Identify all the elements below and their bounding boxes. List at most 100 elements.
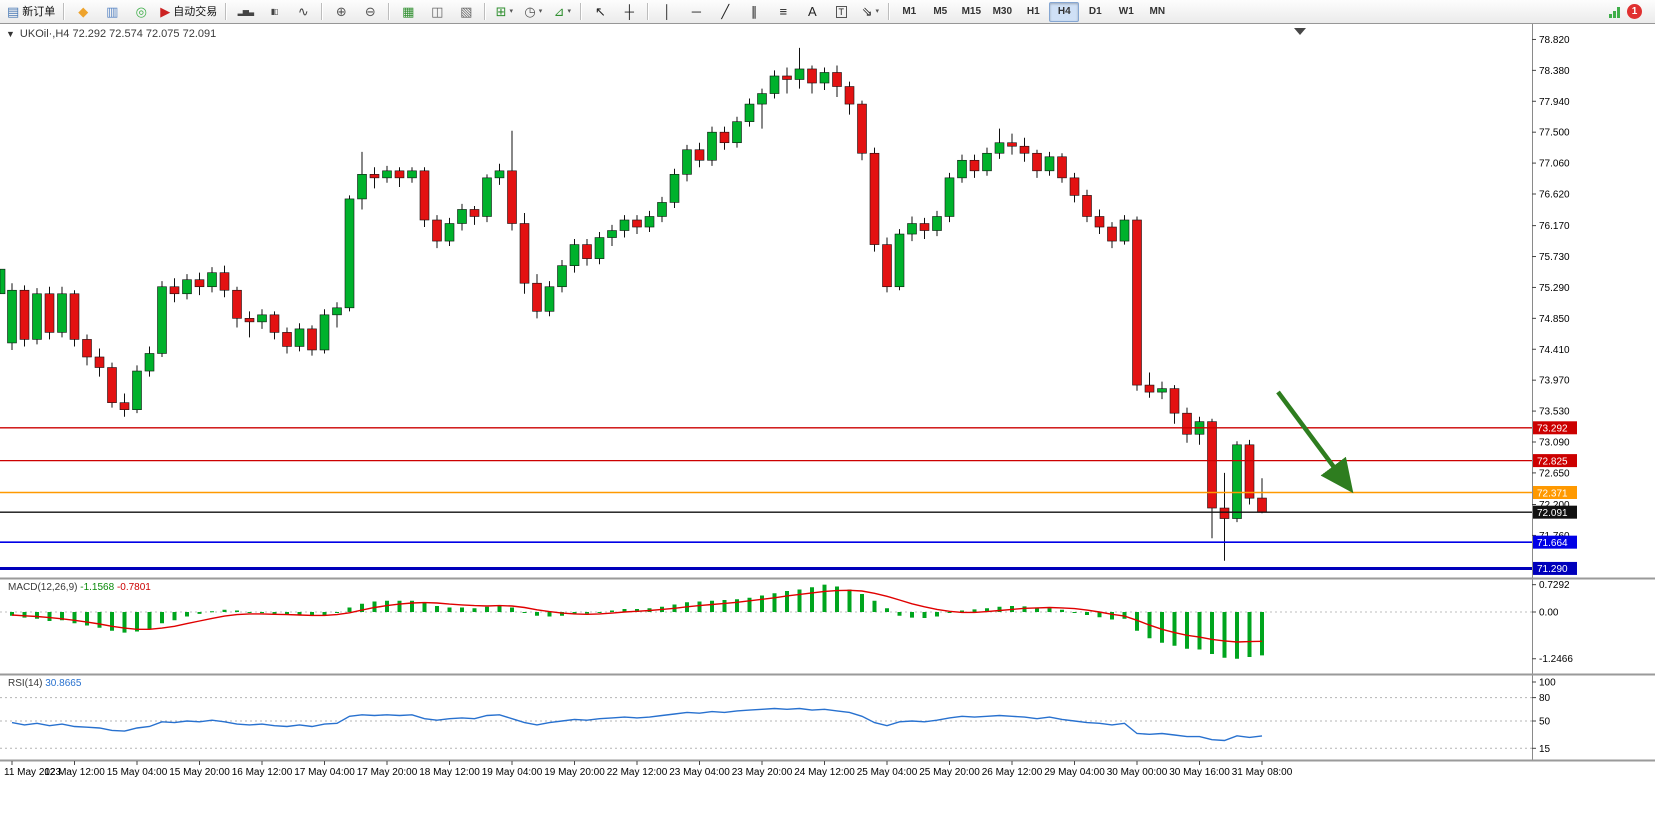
price-label-71.290: 71.290 [1533,561,1577,575]
svg-text:0.7292: 0.7292 [1539,580,1570,591]
svg-text:71.664: 71.664 [1537,538,1568,549]
timeframe-d1[interactable]: D1 [1088,6,1102,17]
new-order-button[interactable]: ▤ 新订单 [3,1,59,23]
cursor-icon: ↖ [594,3,606,19]
indicators-button[interactable]: ⊿ ▾ [548,1,576,23]
toolbar-separator [225,3,228,20]
trendline-button[interactable]: ╱ [711,1,739,23]
svg-text:78.380: 78.380 [1539,66,1570,77]
cascade-windows-icon: ▧ [460,3,473,19]
rsi-panel[interactable]: 100 80 50 15 [0,678,1556,755]
bar-chart-icon: ▂▅▃ [237,6,255,16]
arrows-button[interactable]: ⇘ ▾ [856,1,884,23]
svg-text:71.290: 71.290 [1537,564,1568,575]
strategy-tester-button[interactable]: ◎ [127,1,155,23]
toolbar-separator [484,3,487,20]
new-chart-button[interactable]: ⊞ ▾ [490,1,518,23]
horizontal-line-button[interactable]: ─ [682,1,710,23]
timeframe-w1[interactable]: W1 [1118,6,1134,17]
timeframe-h4[interactable]: H4 [1049,1,1080,22]
chart-shift-marker[interactable] [1294,28,1306,35]
chevron-down-icon: ▾ [509,7,513,15]
svg-text:22 May 12:00: 22 May 12:00 [607,767,668,778]
svg-text:19 May 04:00: 19 May 04:00 [482,767,543,778]
price-label-72.825: 72.825 [1533,454,1577,467]
toolbar-separator [321,3,324,20]
timeframe-h1[interactable]: H1 [1026,6,1040,17]
new-order-icon: ▤ [7,3,20,19]
one-click-trading-toggle[interactable]: ▼ [6,29,15,39]
candlestick-chart-button[interactable]: ▮▯ [260,1,288,23]
svg-text:72.091: 72.091 [1537,508,1568,519]
new-chart-icon: ⊞ [495,3,507,19]
timeframe-m30[interactable]: M30 [992,6,1013,17]
horizontal-price-lines[interactable]: 73.292 72.825 72.371 72.091 71.664 71.290 [0,421,1577,575]
toolbar-separator [63,3,66,20]
grid-icon: ▦ [402,3,415,19]
timeframe-m1[interactable]: M1 [902,6,917,17]
svg-text:77.060: 77.060 [1539,159,1570,170]
price-label-72.371: 72.371 [1533,485,1577,499]
svg-text:100: 100 [1539,678,1556,689]
rsi-line [11,707,1263,742]
svg-text:15 May 04:00: 15 May 04:00 [107,767,168,778]
chart-window-button[interactable]: ▥ [98,1,126,23]
cascade-windows-button[interactable]: ▧ [452,1,480,23]
candlestick-icon: ▮▯ [270,6,279,16]
macd-panel[interactable]: 0.7292 0.00 -1.2466 [0,580,1573,665]
svg-text:73.292: 73.292 [1537,424,1568,435]
tile-windows-button[interactable]: ◫ [423,1,451,23]
trend-arrow-annotation[interactable] [1276,390,1354,494]
auto-trading-button[interactable]: ▶ 自动交易 [156,1,221,23]
svg-text:-1.2466: -1.2466 [1539,654,1573,665]
rsi-indicator-label: RSI(14) 30.8665 [8,678,81,689]
grid-button[interactable]: ▦ [394,1,422,23]
line-chart-button[interactable]: ∿ [289,1,317,23]
crosshair-icon: ┼ [624,3,634,19]
svg-text:75.730: 75.730 [1539,252,1570,263]
notification-badge[interactable]: 1 [1627,4,1642,19]
svg-text:76.170: 76.170 [1539,221,1570,232]
macd-indicator-label: MACD(12,26,9) -1.1568 -0.7801 [8,582,151,593]
trendline-icon: ╱ [721,3,730,19]
timeframe-m5[interactable]: M5 [933,6,948,17]
svg-text:23 May 20:00: 23 May 20:00 [732,767,793,778]
toolbar-separator [888,3,891,20]
cursor-button[interactable]: ↖ [586,1,614,23]
bar-chart-button[interactable]: ▂▅▃ [231,1,259,23]
svg-text:12 May 12:00: 12 May 12:00 [44,767,105,778]
price-label-71.664: 71.664 [1533,535,1577,549]
fibonacci-button[interactable]: ≡ [769,1,797,23]
crosshair-button[interactable]: ┼ [615,1,643,23]
zoom-in-button[interactable]: ⊕ [327,1,355,23]
fibonacci-icon: ≡ [779,3,788,19]
svg-text:74.850: 74.850 [1539,314,1570,325]
toolbar-separator [580,3,583,20]
timeframe-mn[interactable]: MN [1149,6,1166,17]
arrows-icon: ⇘ [861,3,873,19]
timeframe-m15[interactable]: M15 [961,6,982,17]
period-button[interactable]: ◷ ▾ [519,1,547,23]
zoom-out-icon: ⊖ [364,3,376,19]
vertical-line-button[interactable]: │ [653,1,681,23]
svg-text:17 May 04:00: 17 May 04:00 [294,767,355,778]
candlestick-plot[interactable] [0,47,1267,561]
toolbar-separator [388,3,391,20]
text-label-button[interactable]: T [827,1,855,23]
text-icon: A [807,3,817,19]
chart-window-icon: ▥ [106,3,119,19]
connection-status-icon [1609,6,1620,18]
metaquotes-button[interactable]: ◆ [69,1,97,23]
metaquotes-icon: ◆ [78,3,89,19]
chevron-down-icon: ▾ [538,7,543,15]
zoom-out-button[interactable]: ⊖ [356,1,384,23]
price-label-73.292: 73.292 [1533,421,1577,435]
toolbar-separator [647,3,650,20]
channel-button[interactable]: ∥ [740,1,768,23]
svg-text:25 May 20:00: 25 May 20:00 [919,767,980,778]
text-button[interactable]: A [798,1,826,23]
tile-windows-icon: ◫ [431,3,444,19]
svg-text:17 May 20:00: 17 May 20:00 [357,767,418,778]
